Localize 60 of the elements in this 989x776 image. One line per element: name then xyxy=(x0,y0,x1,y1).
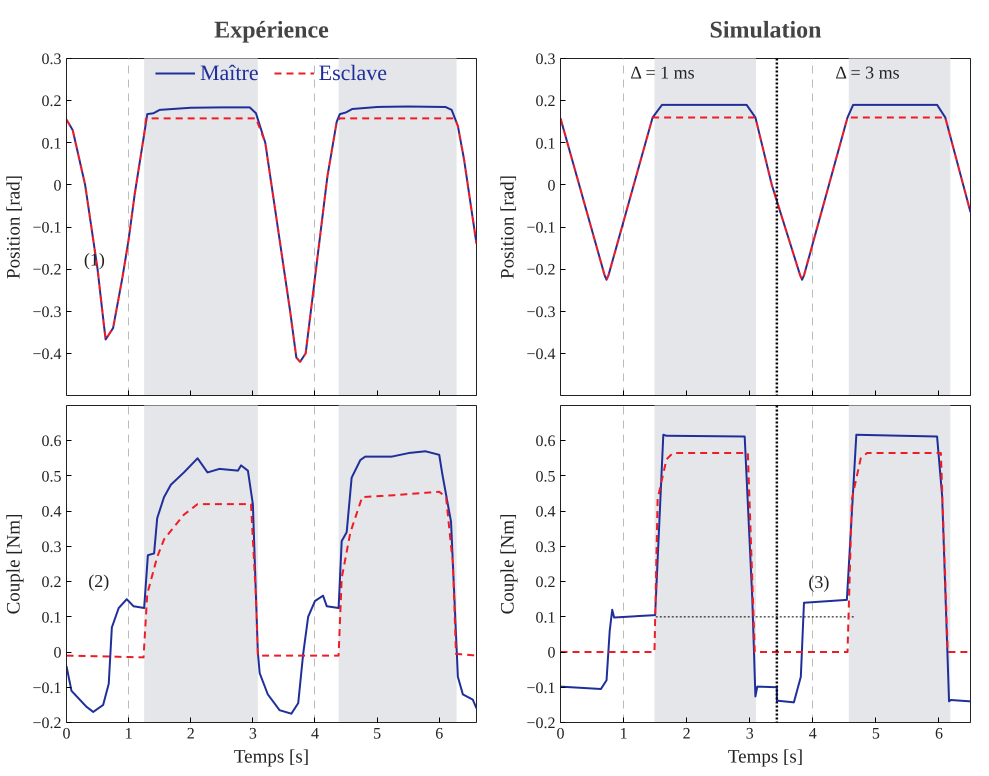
x-tick-label: 4 xyxy=(808,726,817,742)
x-tick-label: 2 xyxy=(186,726,195,742)
x-tick-label: 5 xyxy=(872,726,880,742)
y-tick-label: 0 xyxy=(54,644,62,662)
y-tick-label: 0.2 xyxy=(42,93,62,110)
annotation: (3) xyxy=(808,572,830,592)
x-axis-title: Temps [s] xyxy=(728,746,804,768)
annotation: Δ = 1 ms xyxy=(630,62,695,82)
y-tick-label: −0.4 xyxy=(32,346,62,363)
x-tick-label: 1 xyxy=(620,726,628,742)
chart-title: Simulation xyxy=(709,18,822,44)
legend-label: Esclave xyxy=(318,60,388,86)
x-tick-label: 4 xyxy=(310,726,319,742)
y-tick-label: −0.2 xyxy=(32,715,62,732)
annotation: (2) xyxy=(88,571,110,592)
annotation: Δ = 3 ms xyxy=(835,62,900,82)
x-tick-label: 1 xyxy=(124,726,133,742)
y-tick-label: 0.2 xyxy=(536,93,556,110)
x-tick-label: 5 xyxy=(373,726,382,742)
y-tick-label: 0.5 xyxy=(536,468,556,486)
y-tick-label: 0.3 xyxy=(536,51,556,68)
y-axis-title: Position [rad] xyxy=(497,175,518,279)
y-tick-label: −0.3 xyxy=(32,304,62,321)
y-tick-label: 0.3 xyxy=(42,51,62,68)
y-tick-label: 0.4 xyxy=(536,504,556,521)
y-tick-label: 0.1 xyxy=(42,609,62,626)
y-tick-label: −0.1 xyxy=(526,680,556,697)
x-tick-label: 6 xyxy=(435,726,444,742)
y-tick-label: −0.2 xyxy=(526,262,556,279)
y-tick-label: 0.2 xyxy=(536,574,556,592)
y-tick-label: −0.2 xyxy=(526,715,556,732)
x-tick-label: 3 xyxy=(746,726,754,742)
y-tick-label: 0.2 xyxy=(42,574,62,592)
y-tick-label: −0.3 xyxy=(526,304,556,321)
y-tick-label: −0.1 xyxy=(32,680,62,697)
y-tick-label: 0 xyxy=(548,644,556,662)
y-tick-label: 0.6 xyxy=(42,433,62,450)
x-tick-label: 6 xyxy=(934,726,943,742)
y-tick-label: 0.4 xyxy=(42,504,62,521)
y-axis-title: Position [rad] xyxy=(3,175,24,279)
y-tick-label: 0.1 xyxy=(42,135,62,152)
x-axis-title: Temps [s] xyxy=(234,746,310,768)
y-axis-title: Couple [Nm] xyxy=(497,514,518,614)
y-tick-label: −0.4 xyxy=(526,346,556,363)
y-tick-label: 0.1 xyxy=(536,609,556,626)
y-tick-label: −0.2 xyxy=(32,262,62,279)
y-tick-label: 0.3 xyxy=(536,538,556,556)
y-axis-title: Couple [Nm] xyxy=(3,514,24,614)
x-tick-label: 3 xyxy=(248,726,257,742)
y-tick-label: 0 xyxy=(54,177,62,194)
y-tick-label: −0.1 xyxy=(526,220,556,236)
legend-label: Maître xyxy=(200,60,259,86)
y-tick-label: 0.6 xyxy=(536,433,556,450)
y-tick-label: 0.3 xyxy=(42,538,62,556)
x-tick-label: 2 xyxy=(682,726,691,742)
y-tick-label: 0 xyxy=(548,177,556,194)
y-tick-label: 0.5 xyxy=(42,468,62,486)
y-tick-label: 0.1 xyxy=(536,135,556,152)
y-tick-label: −0.1 xyxy=(32,220,62,236)
chart-title: Expérience xyxy=(214,18,330,44)
